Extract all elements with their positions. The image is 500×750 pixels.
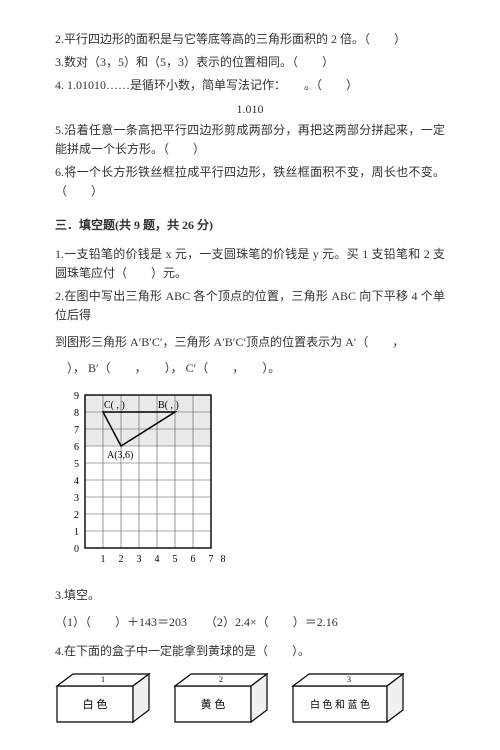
svg-text:0: 0 xyxy=(74,544,79,555)
question-2: 2.平行四边形的面积是与它等底等高的三角形面积的 2 倍。（ ） xyxy=(55,30,445,49)
box-1-label: 白 色 xyxy=(83,697,108,711)
label-B: B( , ) xyxy=(158,400,179,411)
box-1: 1 白 色 xyxy=(55,672,155,720)
chart-svg: C( , ) B( , ) A(3,6) 9 8 7 6 5 4 3 2 1 0… xyxy=(55,388,225,568)
svg-text:2: 2 xyxy=(74,510,79,521)
page-content: 2.平行四边形的面积是与它等底等高的三角形面积的 2 倍。（ ） 3.数对（3，… xyxy=(0,0,500,750)
s3-question-3-row: （1）（ ）＋143＝203 （2）2.4×（ ）＝2.16 xyxy=(55,613,445,632)
triangle-chart: C( , ) B( , ) A(3,6) 9 8 7 6 5 4 3 2 1 0… xyxy=(55,388,445,574)
svg-text:8: 8 xyxy=(221,554,226,565)
question-4-answer: 1.010 xyxy=(55,100,445,119)
svg-text:4: 4 xyxy=(155,554,160,565)
svg-text:7: 7 xyxy=(74,425,79,436)
s3-question-2-line2: 到图形三角形 A′B′C′，三角形 A′B′C′顶点的位置表示为 A′（ ， xyxy=(55,333,445,352)
question-6: 6.将一个长方形铁丝框拉成平行四边形，铁丝框面积不变，周长也不变。（ ） xyxy=(55,163,445,201)
s3-question-2-line3: ）， B′（ ， ）， C′（ ， ）。 xyxy=(55,359,445,378)
question-5: 5.沿着任意一条高把平行四边形剪成两部分，再把这两部分拼起来，一定能拼成一个长方… xyxy=(55,121,445,159)
svg-text:1: 1 xyxy=(74,527,79,538)
box-1-num: 1 xyxy=(101,675,105,684)
svg-text:5: 5 xyxy=(74,459,79,470)
svg-text:6: 6 xyxy=(191,554,196,565)
label-A: A(3,6) xyxy=(107,450,133,461)
s3-question-2-line1: 2.在图中写出三角形 ABC 各个顶点的位置，三角形 ABC 向下平移 4 个单… xyxy=(55,287,445,325)
s3-question-1: 1.一支铅笔的价钱是 x 元，一支圆珠笔的价钱是 y 元。买 1 支铅笔和 2 … xyxy=(55,245,445,283)
svg-text:7: 7 xyxy=(209,554,214,565)
box-3-label: 白 色 和 蓝 色 xyxy=(310,698,370,711)
svg-text:3: 3 xyxy=(137,554,142,565)
label-C: C( , ) xyxy=(104,400,125,411)
svg-text:5: 5 xyxy=(173,554,178,565)
svg-text:2: 2 xyxy=(119,554,124,565)
svg-text:3: 3 xyxy=(74,493,79,504)
box-3-num: 3 xyxy=(347,675,351,684)
box-2: 2 黄 色 xyxy=(173,672,273,720)
s3-question-4: 4.在下面的盒子中一定能拿到黄球的是（ ）。 xyxy=(55,642,445,661)
boxes-row: 1 白 色 2 黄 色 3 白 色 和 蓝 色 xyxy=(55,672,445,720)
svg-text:6: 6 xyxy=(74,442,79,453)
svg-text:9: 9 xyxy=(74,391,79,402)
svg-text:4: 4 xyxy=(74,476,79,487)
section-3-heading: 三．填空题(共 9 题，共 26 分) xyxy=(55,216,445,235)
box-2-num: 2 xyxy=(219,675,223,684)
box-3: 3 白 色 和 蓝 色 xyxy=(291,672,409,720)
svg-text:1: 1 xyxy=(101,554,106,565)
box-2-label: 黄 色 xyxy=(201,697,226,711)
question-4: 4. 1.01010……是循环小数，简单写法记作： 。（ ） xyxy=(55,76,445,95)
svg-text:8: 8 xyxy=(74,408,79,419)
question-3: 3.数对（3，5）和（5，3）表示的位置相同。（ ） xyxy=(55,53,445,72)
s3-question-3: 3.填空。 xyxy=(55,586,445,605)
